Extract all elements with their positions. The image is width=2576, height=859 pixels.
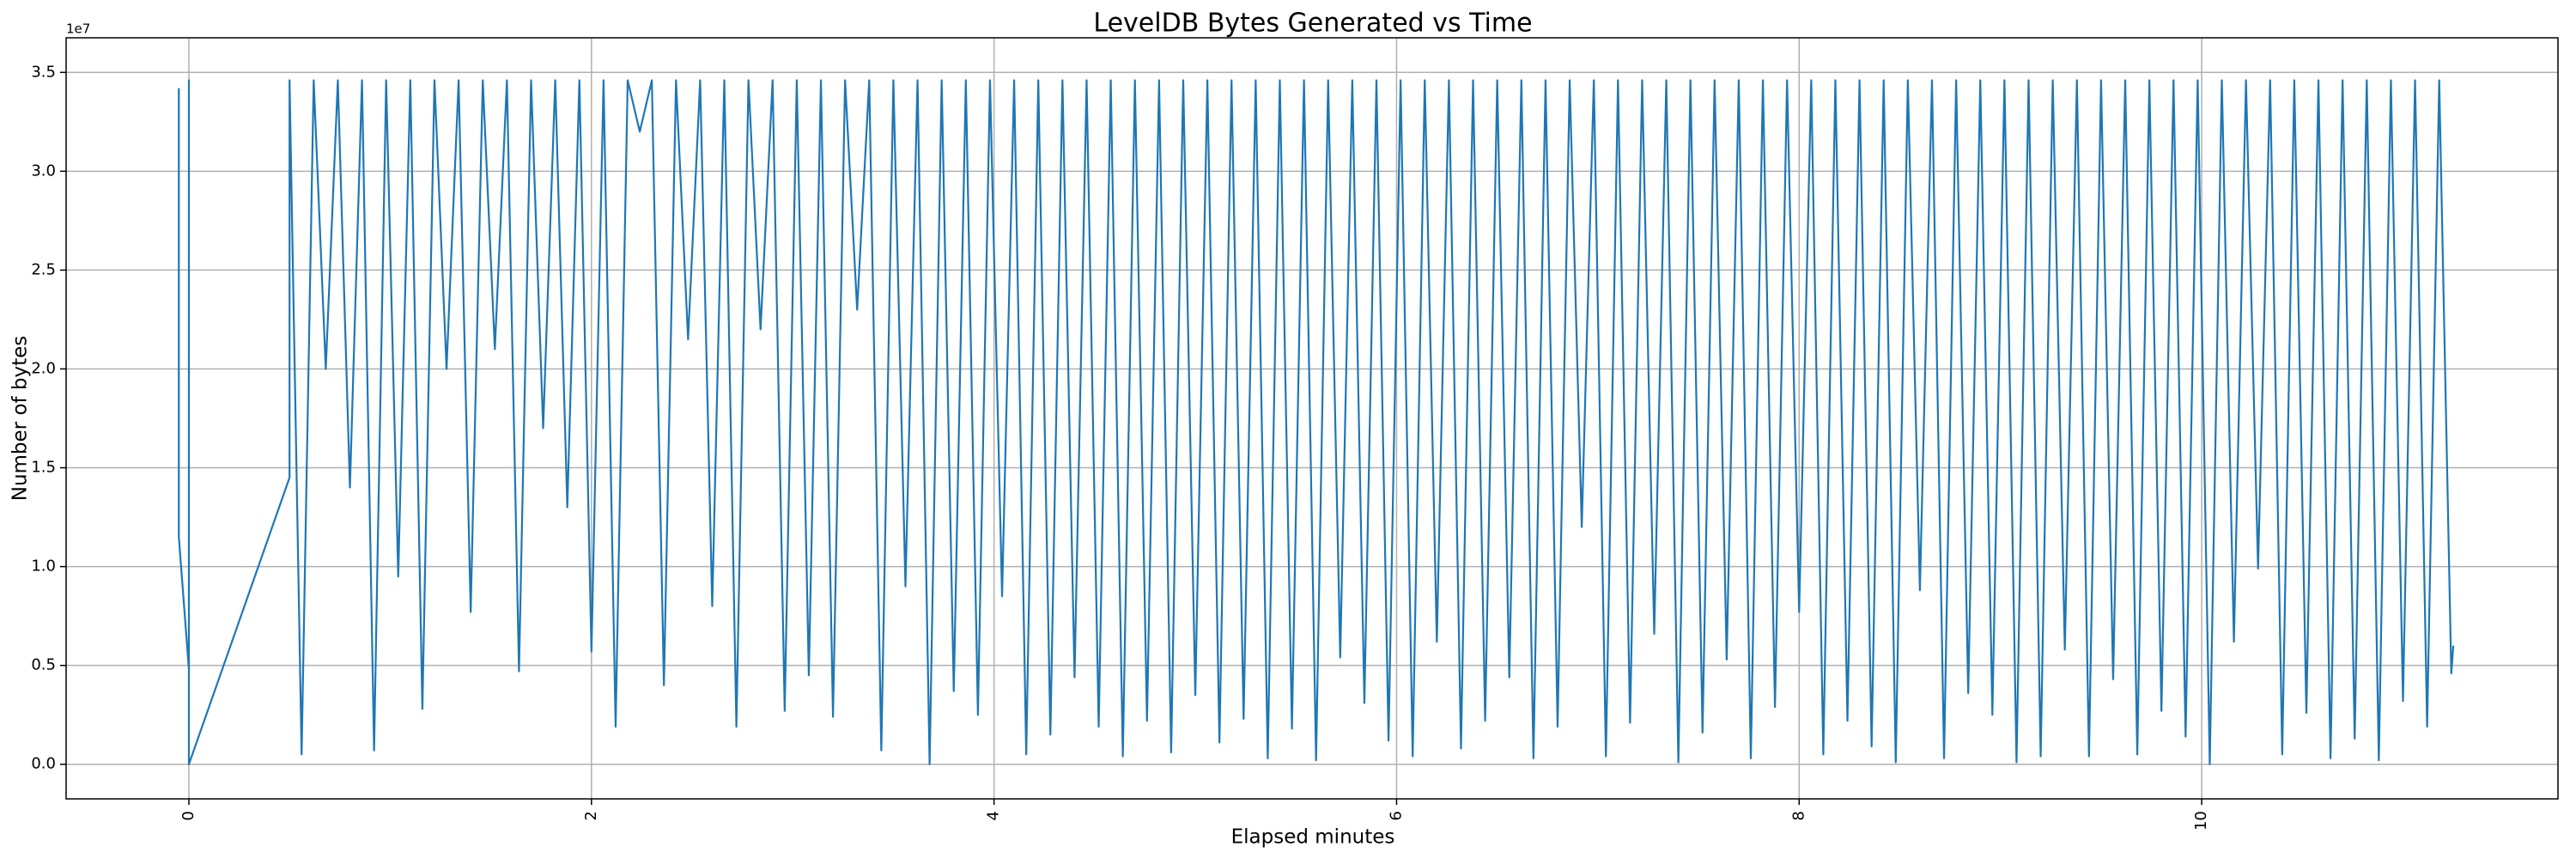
chart-title: LevelDB Bytes Generated vs Time — [1093, 9, 1532, 39]
plot-frame — [65, 37, 2559, 800]
x-tick-label: 8 — [1789, 811, 1807, 820]
data-line — [178, 79, 2455, 765]
y-tick-label: 2.5 — [31, 260, 56, 278]
y-tick-label: 0.5 — [31, 656, 56, 674]
y-tick-label: 2.0 — [31, 359, 56, 377]
y-tick-label: 0.0 — [31, 755, 56, 773]
y-tick-label: 1.5 — [31, 459, 56, 477]
y-tick-label: 1.0 — [31, 557, 56, 576]
y-tick-label: 3.5 — [31, 63, 56, 81]
x-tick-label: 4 — [985, 811, 1003, 820]
y-tick-label: 3.0 — [31, 161, 56, 180]
y-offset-label: 1e7 — [66, 21, 90, 37]
x-tick-label: 6 — [1387, 811, 1405, 820]
x-axis-label: Elapsed minutes — [1231, 826, 1395, 849]
x-tick-label: 0 — [179, 811, 197, 820]
y-axis-label: Number of bytes — [9, 336, 32, 502]
x-tick-label: 2 — [582, 811, 600, 820]
x-tick-label: 10 — [2192, 811, 2210, 831]
